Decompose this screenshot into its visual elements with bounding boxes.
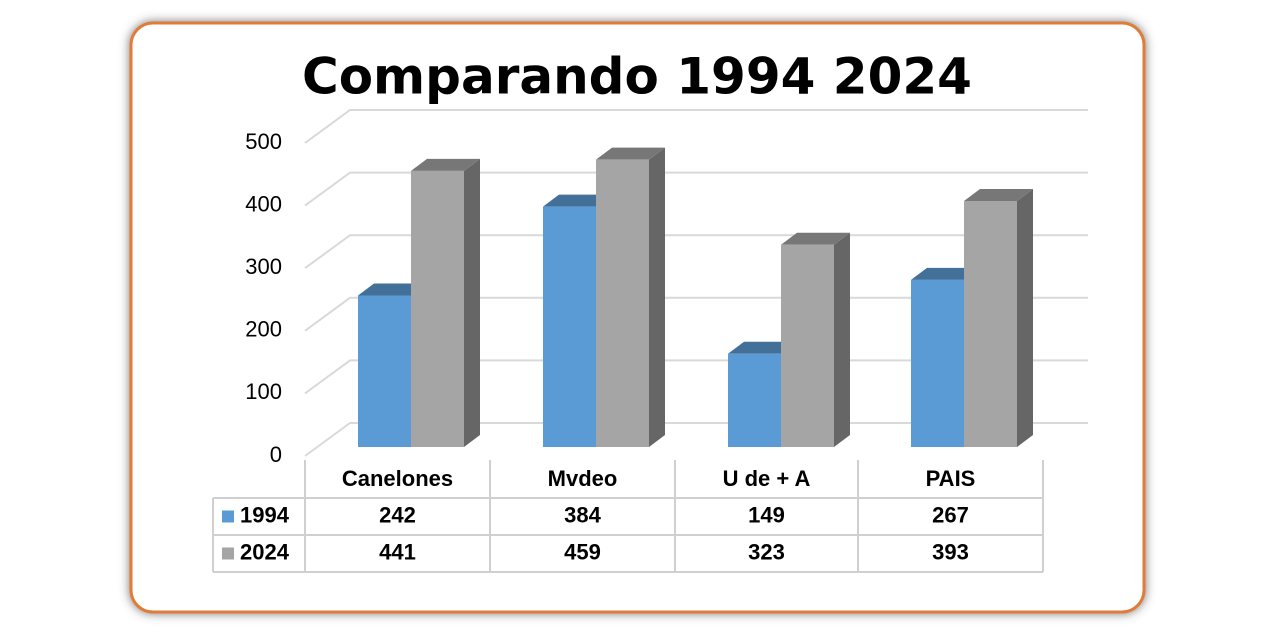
data-label: 323 [748, 539, 785, 564]
data-label: 441 [379, 539, 416, 564]
legend-swatch [222, 510, 234, 523]
data-label: 384 [564, 502, 601, 527]
legend-label: 2024 [240, 539, 290, 564]
data-label: 242 [379, 502, 416, 527]
bar-top [596, 147, 665, 160]
bar-top [911, 267, 980, 280]
data-label: 393 [932, 539, 969, 564]
bar-top [728, 341, 797, 354]
x-tick-label: Canelones [342, 466, 453, 491]
bar-top [781, 232, 850, 245]
legend-label: 1994 [240, 502, 290, 527]
y-tick-label: 400 [245, 191, 282, 216]
data-label: 149 [748, 502, 785, 527]
bar-side [649, 147, 665, 447]
bar-top [543, 194, 612, 207]
x-tick-label: U de + A [723, 466, 811, 491]
grid-line [304, 109, 1088, 144]
bar-top [964, 188, 1033, 201]
legend-swatch [222, 547, 234, 560]
y-tick-label: 0 [270, 442, 282, 467]
bar [596, 159, 649, 447]
y-tick-label: 200 [245, 317, 282, 342]
grid-line [304, 171, 1088, 207]
bar [358, 295, 411, 447]
bar [964, 200, 1017, 447]
bar [543, 206, 596, 447]
data-label: 267 [932, 502, 969, 527]
y-tick-label: 100 [245, 379, 282, 404]
y-tick-label: 300 [245, 254, 282, 279]
bar-side [464, 158, 480, 447]
y-tick-label: 500 [245, 129, 282, 154]
x-tick-label: Mvdeo [548, 466, 618, 491]
x-tick-label: PAIS [926, 466, 976, 491]
data-label: 459 [564, 539, 601, 564]
chart-title: Comparando 1994 2024 [302, 48, 972, 106]
bar-top [411, 158, 480, 171]
bar-side [834, 232, 850, 447]
bar-side [1017, 188, 1033, 447]
bar [911, 279, 964, 447]
bar [411, 170, 464, 447]
bar [728, 353, 781, 447]
bar [781, 244, 834, 447]
bar-top [358, 283, 427, 296]
